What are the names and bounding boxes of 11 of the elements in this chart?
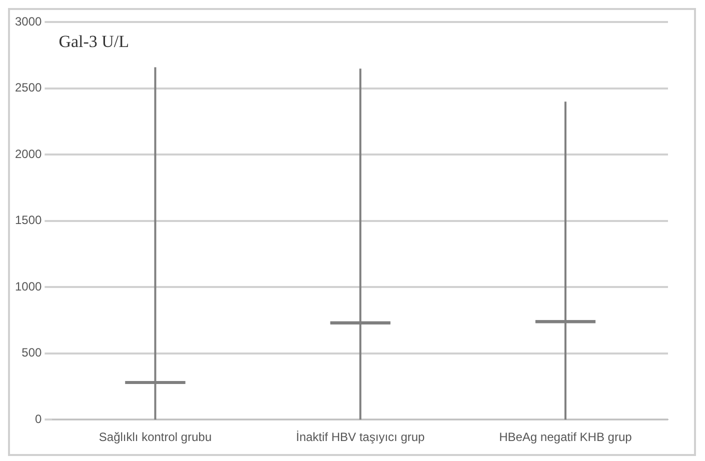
y-tick-label: 2500 [14,80,42,95]
x-tick-label: HBeAg negatif KHB grup [499,430,632,444]
x-tick-label: Sağlıklı kontrol grubu [98,430,212,444]
y-tick-label: 0 [35,412,42,426]
y-tick-label: 1500 [14,213,42,228]
y-tick-label: 2000 [14,146,42,161]
y-tick-label: 500 [22,346,42,360]
y-axis-title: Gal-3 U/L [58,32,130,52]
y-tick-label: 3000 [14,14,42,29]
y-tick-label: 1000 [14,279,42,294]
x-tick-label: İnaktif HBV taşıyıcı grup [296,430,426,444]
